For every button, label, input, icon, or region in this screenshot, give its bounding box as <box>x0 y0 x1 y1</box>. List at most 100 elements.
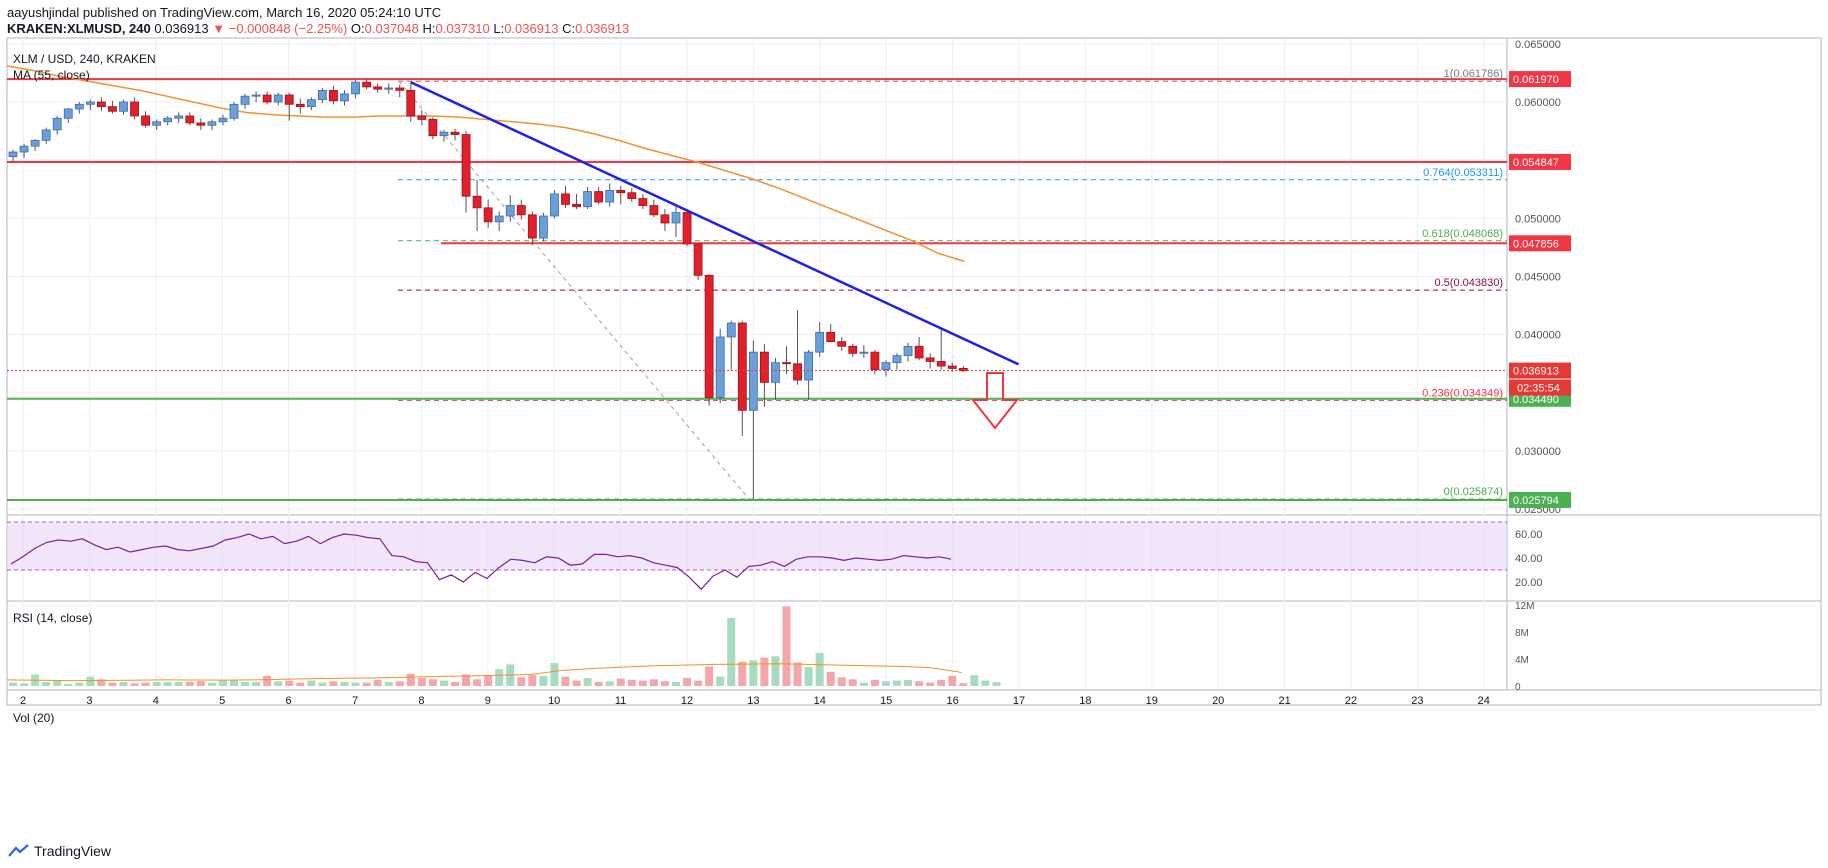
volume-bar <box>583 677 592 686</box>
price-tick-label: 0.040000 <box>1515 330 1561 342</box>
volume-bar <box>970 675 979 686</box>
chart-canvas[interactable]: 2 3 4 5 6 7 8 9 10 11 12 13 14 15 16 17 18 19 20 21 22 23 240.… <box>0 0 1828 843</box>
ma-legend: MA (55, close) <box>13 68 90 82</box>
candle <box>616 185 626 205</box>
volume-bar <box>64 683 73 686</box>
candle <box>649 199 659 218</box>
candle <box>52 115 62 135</box>
open-value: 0.037048 <box>364 21 419 36</box>
candle-body <box>119 101 128 112</box>
candle <box>30 139 40 151</box>
candle-body <box>108 106 117 112</box>
candle <box>527 211 537 246</box>
last-price-tag <box>1509 362 1571 379</box>
candle <box>782 346 791 375</box>
candle <box>97 97 106 112</box>
candle-body <box>782 362 791 365</box>
candle <box>771 357 780 400</box>
candle-body <box>130 101 139 117</box>
volume-bar <box>881 681 890 686</box>
volume-bar <box>484 675 493 686</box>
volume-bar <box>274 681 283 686</box>
volume-bar <box>296 682 305 686</box>
volume-bar <box>749 660 758 686</box>
volume-bar <box>351 682 360 686</box>
candle <box>804 349 813 400</box>
candle-body <box>384 87 394 90</box>
volume-bar <box>893 680 901 686</box>
candle-body <box>207 121 217 126</box>
x-tick-label: 8 <box>418 695 424 707</box>
candle-body <box>406 89 416 117</box>
candle <box>362 78 372 90</box>
candle-body <box>306 99 316 108</box>
candle-body <box>85 101 95 105</box>
candle <box>748 340 758 499</box>
volume-bar <box>362 682 371 686</box>
candle-body <box>638 198 648 206</box>
volume-bar <box>406 673 415 686</box>
rsi-legend: RSI (14, close) <box>13 611 93 625</box>
volume-bar <box>42 681 51 686</box>
candle <box>8 149 18 162</box>
candle-body <box>925 357 935 362</box>
x-tick-label: 17 <box>1013 695 1025 707</box>
volume-bar <box>318 682 327 686</box>
volume-bar <box>451 681 459 686</box>
candle <box>815 321 825 357</box>
candle <box>74 101 84 114</box>
candle <box>450 128 460 141</box>
volume-bar <box>870 679 879 686</box>
candle <box>516 199 526 220</box>
x-tick-label: 4 <box>153 695 159 707</box>
symbol-info: KRAKEN:XLMUSD, 240 0.036913 ▼ −0.000848 … <box>7 21 629 36</box>
volume-bar <box>915 681 924 686</box>
candle-body <box>97 101 106 108</box>
fib-diagonal <box>398 80 750 500</box>
candle <box>561 185 570 208</box>
candle-body <box>351 81 360 95</box>
low-value: 0.036913 <box>504 21 559 36</box>
candle-body <box>63 108 73 119</box>
candle-body <box>605 190 615 203</box>
candle-body <box>771 362 780 383</box>
candle <box>461 131 471 213</box>
candle-body <box>240 95 250 105</box>
last-price-tag-label: 0.036913 <box>1513 366 1559 378</box>
volume-bar <box>992 681 1001 686</box>
candle-body <box>859 351 869 354</box>
volume-tick-label: 12M <box>1515 601 1534 612</box>
volume-bar <box>937 679 946 686</box>
candle-body <box>627 192 637 199</box>
candle <box>704 274 714 406</box>
volume-bar <box>340 681 349 686</box>
x-tick-label: 24 <box>1478 695 1490 707</box>
candle-body <box>251 94 261 97</box>
candle <box>881 360 891 377</box>
close-label: C: <box>562 21 576 36</box>
candle <box>41 127 51 144</box>
candle-body <box>8 151 18 158</box>
volume-bar <box>307 680 316 686</box>
candle-body <box>450 131 460 135</box>
candle-body <box>461 134 471 197</box>
level-tag <box>1509 71 1571 88</box>
candle <box>572 193 581 210</box>
candle-body <box>682 212 692 245</box>
x-tick-label: 19 <box>1146 695 1158 707</box>
volume-bar <box>859 682 868 686</box>
ma-line <box>6 65 965 263</box>
tradingview-logo[interactable]: TradingView <box>8 843 111 859</box>
candle-body <box>815 331 825 353</box>
volume-bar <box>285 680 294 686</box>
candle-body <box>262 94 272 103</box>
x-tick-label: 16 <box>946 695 958 707</box>
candle-body <box>837 341 847 347</box>
candle-body <box>141 115 151 126</box>
volume-bar <box>185 681 194 686</box>
level-tag <box>1509 235 1571 252</box>
candle-body <box>362 81 372 88</box>
candle <box>19 143 29 158</box>
low-label: L: <box>493 21 505 36</box>
fib-label: 1(0.061786) <box>1444 68 1503 80</box>
